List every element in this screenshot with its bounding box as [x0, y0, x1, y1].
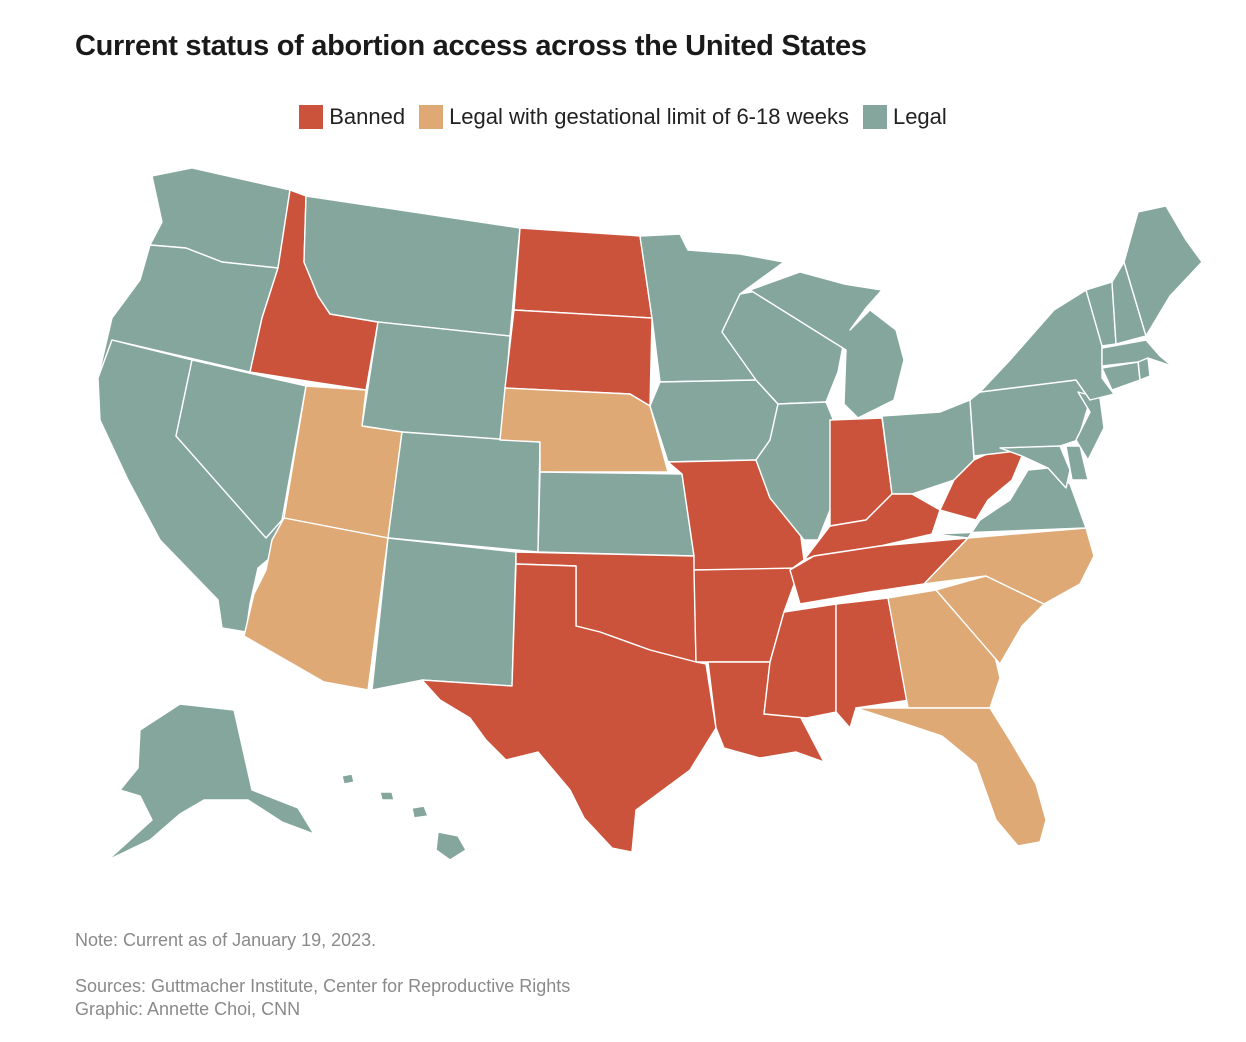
state-illinois[interactable]: [755, 401, 837, 541]
legend-label-banned: Banned: [329, 104, 406, 129]
state-north-dakota[interactable]: [513, 227, 653, 319]
legend-label-legal: Legal: [892, 104, 947, 129]
legend-item-limit: Legal with gestational limit of 6-18 wee…: [419, 104, 849, 130]
state-colorado[interactable]: [387, 431, 541, 553]
state-north-carolina[interactable]: [923, 527, 1095, 605]
legend-swatch-limit: [419, 105, 444, 129]
legend-swatch-banned: [299, 105, 324, 129]
state-florida[interactable]: [855, 707, 1047, 847]
state-hawaii-oahu[interactable]: [379, 791, 395, 801]
legend-item-legal: Legal: [862, 104, 947, 130]
state-south-carolina[interactable]: [935, 575, 1045, 665]
state-texas[interactable]: [421, 563, 717, 853]
state-new-mexico[interactable]: [371, 537, 517, 691]
state-iowa[interactable]: [649, 379, 779, 463]
state-arizona[interactable]: [243, 517, 389, 691]
us-map: [0, 160, 1246, 880]
state-nevada[interactable]: [175, 359, 307, 539]
state-alaska[interactable]: [107, 703, 315, 861]
note-text: Note: Current as of January 19, 2023.: [75, 930, 377, 950]
state-hawaii-kauai[interactable]: [341, 773, 355, 785]
state-kansas[interactable]: [537, 471, 695, 557]
state-massachusetts[interactable]: [1101, 339, 1173, 367]
state-hawaii[interactable]: [435, 831, 467, 861]
state-nebraska[interactable]: [499, 387, 669, 473]
legend-label-limit: Legal with gestational limit of 6-18 wee…: [449, 104, 849, 129]
state-delaware[interactable]: [1065, 445, 1089, 481]
states-layer: [97, 167, 1203, 861]
state-hawaii-maui[interactable]: [411, 805, 429, 819]
state-wyoming[interactable]: [361, 321, 511, 441]
state-montana[interactable]: [303, 195, 521, 337]
chart-title: Current status of abortion access across…: [75, 30, 867, 62]
state-maine[interactable]: [1123, 205, 1203, 337]
credit-text: Graphic: Annette Choi, CNN: [75, 999, 301, 1019]
us-map-svg: [97, 167, 1203, 861]
legend-item-banned: Banned: [299, 104, 405, 130]
state-maryland[interactable]: [999, 445, 1071, 489]
state-virginia[interactable]: [931, 467, 1087, 539]
legend: Banned Legal with gestational limit of 6…: [0, 104, 1246, 130]
state-michigan[interactable]: [749, 271, 905, 419]
sources-text: Sources: Guttmacher Institute, Center fo…: [75, 976, 571, 996]
legend-swatch-legal: [862, 105, 887, 129]
